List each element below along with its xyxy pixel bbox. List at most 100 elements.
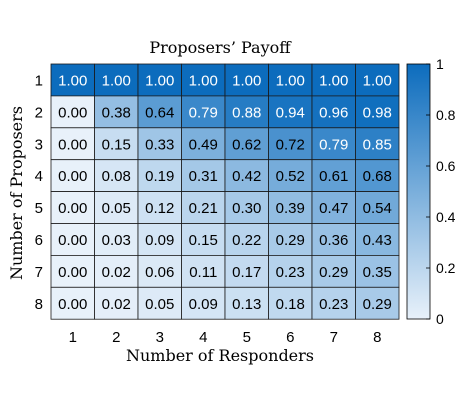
heatmap-cell-labels: 1.00 1.00 1.00 1.00 1.00 1.00 1.00 1.00 0.00 0.38… <box>58 72 392 312</box>
cell-value-label: 0.21 <box>189 200 218 217</box>
heatmap-cell <box>268 95 313 129</box>
cell-value-label: 0.00 <box>58 136 87 153</box>
heatmap-cell <box>355 127 400 161</box>
cell-value-label: 0.23 <box>276 264 305 281</box>
cell-value-label: 0.09 <box>145 232 174 249</box>
x-tick-label: 2 <box>112 329 120 346</box>
heatmap-cell <box>355 95 400 129</box>
heatmap-cell <box>224 127 269 161</box>
cell-value-label: 0.00 <box>58 168 87 185</box>
cell-value-label: 1.00 <box>363 72 392 89</box>
heatmap-cell <box>224 286 269 320</box>
cell-value-label: 0.61 <box>319 168 348 185</box>
colorbar-tick-label: 0.4 <box>436 209 456 225</box>
y-axis-label: Number of Proposers <box>7 106 26 280</box>
cell-value-label: 0.64 <box>145 104 174 121</box>
cell-value-label: 1.00 <box>189 72 218 89</box>
heatmap-cells <box>50 63 400 320</box>
cell-value-label: 0.96 <box>319 104 348 121</box>
x-tick-labels: 1 2 3 4 5 6 7 8 <box>69 329 382 346</box>
cell-value-label: 0.02 <box>102 264 131 281</box>
heatmap-cell <box>181 127 226 161</box>
cell-value-label: 0.11 <box>189 264 217 281</box>
cell-value-label: 0.79 <box>319 136 348 153</box>
cell-value-label: 1.00 <box>58 72 87 89</box>
heatmap-cell <box>50 286 95 320</box>
cell-value-label: 0.00 <box>58 264 87 281</box>
colorbar-ticks: 0 0.2 0.4 0.6 0.8 1 <box>426 56 456 327</box>
heatmap-cell <box>137 159 182 192</box>
heatmap-cell <box>355 223 400 256</box>
heatmap-cell <box>50 63 95 97</box>
cell-value-label: 0.29 <box>319 264 348 281</box>
heatmap-cell <box>311 223 356 256</box>
heatmap-cell <box>224 191 269 224</box>
x-tick-label: 8 <box>373 329 381 346</box>
heatmap-cell <box>181 286 226 320</box>
heatmap-cell <box>224 159 269 192</box>
heatmap-cell <box>94 254 139 288</box>
heatmap-cell <box>181 95 226 129</box>
cell-value-label: 0.00 <box>58 104 87 121</box>
cell-value-label: 0.00 <box>58 296 87 313</box>
cell-value-label: 0.52 <box>276 168 305 185</box>
heatmap-cell <box>224 223 269 256</box>
cell-value-label: 0.13 <box>232 296 261 313</box>
heatmap-cell <box>137 254 182 288</box>
x-tick-label: 4 <box>199 329 207 346</box>
heatmap-cell <box>268 63 313 97</box>
cell-value-label: 0.68 <box>363 168 392 185</box>
heatmap-cell <box>224 254 269 288</box>
cell-value-label: 0.47 <box>319 200 348 217</box>
heatmap-cell <box>94 127 139 161</box>
x-tick-label: 3 <box>156 329 164 346</box>
cell-value-label: 0.05 <box>145 296 174 313</box>
heatmap-cell <box>268 223 313 256</box>
heatmap-cell <box>268 127 313 161</box>
x-tick-label: 5 <box>243 329 251 346</box>
cell-value-label: 0.72 <box>276 136 305 153</box>
cell-value-label: 0.29 <box>363 296 392 313</box>
cell-value-label: 0.30 <box>232 200 261 217</box>
x-axis-label: Number of Responders <box>126 346 314 365</box>
y-tick-label: 4 <box>35 168 43 185</box>
x-tick-label: 1 <box>69 329 77 346</box>
cell-value-label: 0.98 <box>363 104 392 121</box>
heatmap-cell <box>268 254 313 288</box>
x-tick-label: 7 <box>330 329 338 346</box>
cell-value-label: 0.88 <box>232 104 261 121</box>
heatmap-cell <box>137 127 182 161</box>
cell-value-label: 0.94 <box>276 104 305 121</box>
heatmap-cell <box>311 159 356 192</box>
y-tick-label: 3 <box>35 136 43 153</box>
cell-value-label: 0.42 <box>232 168 261 185</box>
heatmap-cell <box>355 254 400 288</box>
y-tick-label: 8 <box>35 296 43 313</box>
heatmap-cell <box>355 191 400 224</box>
heatmap-cell <box>268 286 313 320</box>
heatmap-cell <box>94 63 139 97</box>
cell-value-label: 0.31 <box>189 168 218 185</box>
heatmap-cell <box>181 159 226 192</box>
cell-value-label: 0.54 <box>363 200 392 217</box>
cell-value-label: 0.17 <box>232 264 261 281</box>
cell-value-label: 0.23 <box>319 296 348 313</box>
cell-value-label: 0.18 <box>276 296 305 313</box>
cell-value-label: 0.22 <box>232 232 261 249</box>
heatmap-cell <box>355 63 400 97</box>
heatmap-cell <box>137 286 182 320</box>
chart-title: Proposers’ Payoff <box>149 38 292 57</box>
cell-value-label: 1.00 <box>319 72 348 89</box>
cell-value-label: 0.05 <box>102 200 131 217</box>
heatmap-cell <box>311 254 356 288</box>
heatmap-cell <box>181 191 226 224</box>
heatmap-cell <box>311 191 356 224</box>
colorbar-tick-label: 0 <box>436 311 444 327</box>
colorbar <box>406 63 431 320</box>
colorbar-tick-label: 0.6 <box>436 158 456 174</box>
heatmap-cell <box>50 254 95 288</box>
cell-value-label: 0.39 <box>276 200 305 217</box>
colorbar-tick-label: 1 <box>436 56 444 72</box>
x-tick-label: 6 <box>286 329 294 346</box>
